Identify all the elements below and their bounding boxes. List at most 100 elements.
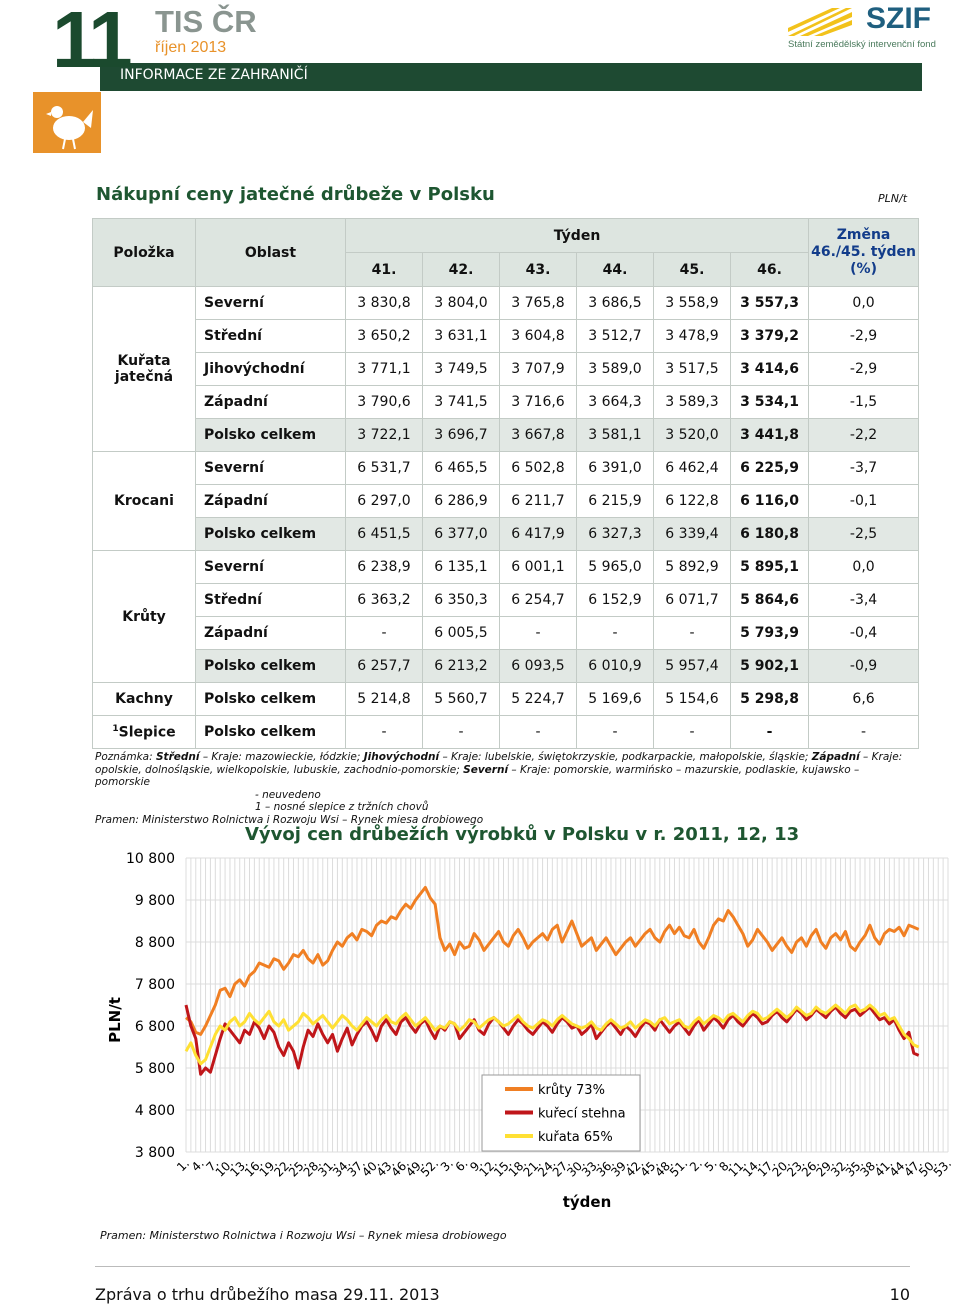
legend-label: krůty 73% [538,1083,605,1098]
item-label: Krůty [122,608,166,625]
series-line [184,1003,920,1066]
footnote: 1 – nosné slepice z tržních chovů [95,801,915,814]
value-cell: 6 135,1 [422,550,500,584]
item-label: Kachny [115,691,173,707]
value-cell: 6 286,9 [422,484,500,518]
item-cell: Krůty [92,550,196,683]
region-cell: Severní [195,451,346,485]
value-cell: 6 180,8 [729,517,810,551]
table-row: Jihovýchodní 3 771,1 3 749,5 3 707,9 3 589,0… [93,352,920,386]
value-cell: 3 558,9 [653,286,731,320]
region-cell: Západní [195,385,346,419]
value-cell: 6 451,5 [345,517,423,551]
table-title: Nákupní ceny jatečné drůbeže v Polsku [96,184,495,205]
value-cell: 3 589,0 [576,352,654,386]
issue-number: 11 [52,0,133,84]
item-label: Kuřata jatečná [114,353,174,385]
footnote-text: – nosné slepice z tržních chovů [265,801,429,813]
value-cell: 6 215,9 [576,484,654,518]
value-cell: 3 631,1 [422,319,500,353]
value-cell: 5 154,6 [653,682,731,716]
week-number: 43. [499,252,577,287]
value-cell: 5 169,6 [576,682,654,716]
value-cell: 6 531,7 [345,451,423,485]
value-cell: - [653,616,731,650]
value-cell: - [345,715,423,749]
region-cell: Polsko celkem [195,649,346,683]
value-cell: 3 686,5 [576,286,654,320]
week-number: 46. [729,252,810,287]
value-cell: 3 517,5 [653,352,731,386]
chicken-icon [33,92,101,153]
value-cell: - [499,715,577,749]
section-label: INFORMACE ZE ZAHRANIČÍ [120,67,308,83]
week-number: 44. [576,252,654,287]
chart-title: Vývoj cen drůbežích výrobků v Polsku v r… [245,823,799,845]
y-tick-label: 7 800 [135,977,175,993]
value-cell: 3 790,6 [345,385,423,419]
issue-date: říjen 2013 [155,39,227,56]
page-number: 10 [889,1285,910,1304]
table-row: Kachny Polsko celkem 5 214,8 5 560,7 5 224,7… [92,682,920,716]
item-cell: 1Slepice [92,715,196,749]
change-cell: -3,7 [808,451,920,485]
value-cell: 6 071,7 [653,583,731,617]
region-header: Oblast [195,218,346,287]
region-cell: Západní [195,484,346,518]
footer-text: Zpráva o trhu drůbežího masa 29.11. 2013 [95,1285,440,1304]
y-tick-label: 5 800 [135,1061,175,1077]
logo-mark [788,8,852,36]
region-cell: Severní [195,286,346,320]
footnote-mark: 1 [255,801,262,813]
change-cell: -0,1 [808,484,920,518]
y-tick-label: 10 800 [126,851,175,867]
value-cell: 3 722,1 [345,418,423,452]
value-cell: 3 589,3 [653,385,731,419]
table-row: Polsko celkem 6 451,5 6 377,0 6 417,9 6 327,… [93,517,920,551]
item-cell: Krocani [92,451,196,551]
value-cell: 3 696,7 [422,418,500,452]
y-tick-label: 6 800 [135,1019,175,1035]
value-cell: 6 339,4 [653,517,731,551]
value-cell: - [422,715,500,749]
value-cell: 6 093,5 [499,649,577,683]
value-cell: 5 965,0 [576,550,654,584]
logo: SZIF [866,2,931,35]
item-label: Slepice [118,724,176,741]
value-cell: 5 864,6 [729,583,810,617]
notes: Poznámka: Střední – Kraje: mazowieckie, … [95,751,915,826]
value-cell: 3 830,8 [345,286,423,320]
note-term: Střední [155,751,200,763]
value-cell: - [499,616,577,650]
value-cell: 6 363,2 [345,583,423,617]
region-cell: Jihovýchodní [195,352,346,386]
value-cell: 3 581,1 [576,418,654,452]
value-cell: 3 557,3 [729,286,810,320]
value-cell: 6 502,8 [499,451,577,485]
value-cell: 6 211,7 [499,484,577,518]
region-cell: Polsko celkem [195,517,346,551]
change-cell: 0,0 [808,550,920,584]
change-cell: - [808,715,920,749]
table-row: Západní -6 005,5- - -5 793,9 -0,4 [93,616,920,650]
value-cell: 5 892,9 [653,550,731,584]
note-text: – Kraje: lubelskie, świętokrzyskie, podk… [442,751,809,763]
item-cell: Kuřata jatečná [92,286,196,452]
value-cell: 6 391,0 [576,451,654,485]
value-cell: 5 895,1 [729,550,810,584]
table-row: Střední 3 650,2 3 631,1 3 604,8 3 512,7 3 478… [93,319,920,353]
value-cell: - [653,715,731,749]
chart: Vývoj cen drůbežích výrobků v Polsku v r… [106,823,954,1211]
note-text: – Kraje: opolskie, dolnośląskie, wielkop… [95,751,903,776]
value-cell: 6 254,7 [499,583,577,617]
value-cell: 6 297,0 [345,484,423,518]
table-row: Polsko celkem 6 257,7 6 213,2 6 093,5 6 010,… [93,649,920,683]
week-number: 42. [422,252,500,287]
legend-label: kuřata 65% [538,1130,613,1145]
table-row: Západní 6 297,0 6 286,9 6 211,7 6 215,9 6 122… [93,484,920,518]
y-tick-label: 8 800 [135,935,175,951]
value-cell: 5 214,8 [345,682,423,716]
table-row: 1Slepice Polsko celkem - - - - - - - [92,715,920,749]
value-cell: 6 225,9 [729,451,810,485]
week-number: 45. [653,252,731,287]
